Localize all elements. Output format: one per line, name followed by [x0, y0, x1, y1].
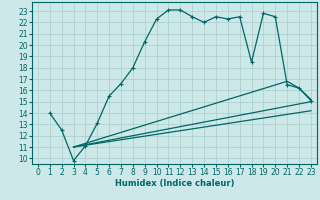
X-axis label: Humidex (Indice chaleur): Humidex (Indice chaleur): [115, 179, 234, 188]
